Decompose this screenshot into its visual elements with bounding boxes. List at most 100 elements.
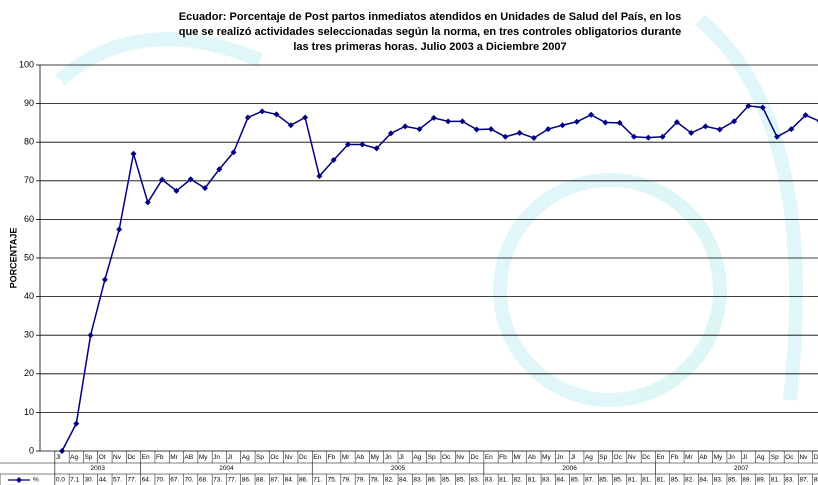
- marker: [788, 126, 795, 133]
- table-value: 84.: [699, 477, 708, 484]
- x-tick-label: Jl: [399, 454, 404, 461]
- table-value: 85.: [456, 477, 465, 484]
- y-tick-label: 0: [29, 445, 34, 455]
- year-label: 2007: [734, 465, 749, 472]
- x-tick-label: My: [542, 454, 551, 461]
- x-tick-label: My: [199, 454, 208, 461]
- table-value: 82.: [385, 477, 394, 484]
- marker: [659, 133, 666, 140]
- marker: [259, 108, 266, 115]
- table-value: 86.: [299, 477, 308, 484]
- x-tick-label: Fb: [156, 454, 164, 461]
- marker: [159, 176, 166, 183]
- marker: [716, 126, 723, 133]
- x-tick-label: Fb: [328, 454, 336, 461]
- marker: [573, 118, 580, 125]
- table-value: 78.: [370, 477, 379, 484]
- marker: [545, 126, 552, 133]
- x-tick-label: Oc: [270, 454, 279, 461]
- marker: [173, 187, 180, 194]
- x-tick-label: My: [714, 454, 723, 461]
- marker: [559, 122, 566, 129]
- x-tick-label: Ag: [413, 454, 421, 461]
- marker: [602, 119, 609, 126]
- x-tick-label: En: [656, 454, 664, 461]
- marker: [373, 145, 380, 152]
- chart-title: las tres primeras horas. Julio 2003 a Di…: [293, 41, 566, 53]
- marker: [488, 126, 494, 133]
- marker: [774, 133, 780, 140]
- marker: [202, 185, 208, 192]
- table-value: 75.: [328, 477, 337, 484]
- y-tick-label: 80: [24, 137, 34, 147]
- table-value: 81.: [656, 477, 665, 484]
- marker: [688, 129, 695, 136]
- chart-title: Ecuador: Porcentaje de Post partos inmed…: [179, 11, 681, 23]
- marker: [673, 119, 680, 126]
- marker: [802, 112, 809, 119]
- table-value: 85.: [442, 477, 451, 484]
- table-value: 79.: [356, 477, 365, 484]
- legend-label: %: [33, 477, 39, 484]
- x-tick-label: Sp: [599, 454, 607, 461]
- table-value: 84.: [556, 477, 565, 484]
- watermark: [55, 14, 803, 407]
- table-value: 86.: [242, 477, 251, 484]
- table-value: 87.: [270, 477, 279, 484]
- marker: [631, 133, 637, 140]
- x-tick-label: En: [142, 454, 150, 461]
- x-tick-label: Nv: [628, 454, 637, 461]
- table-value: 81.: [771, 477, 780, 484]
- table-value: 83.: [714, 477, 723, 484]
- table-value: 84.: [285, 477, 294, 484]
- x-tick-label: Fb: [671, 454, 679, 461]
- line: [61, 105, 818, 452]
- table-value: 85.: [814, 477, 818, 484]
- legend-marker: [16, 477, 22, 483]
- table-value: 57.: [113, 477, 122, 484]
- y-tick-label: 100: [19, 59, 34, 69]
- x-tick-label: Fb: [499, 454, 507, 461]
- marker: [459, 118, 466, 125]
- x-tick-label: Sp: [256, 454, 264, 461]
- x-tick-label: Jn: [728, 454, 735, 461]
- x-tick-label: Sp: [428, 454, 436, 461]
- x-tick-label: Ag: [585, 454, 593, 461]
- table-value: 44.: [99, 477, 108, 484]
- table-value: 81.: [528, 477, 537, 484]
- y-tick-label: 10: [24, 407, 34, 417]
- year-label: 2005: [391, 465, 406, 472]
- marker: [287, 122, 294, 129]
- y-tick-label: 70: [24, 175, 34, 185]
- x-tick-label: Nv: [285, 454, 294, 461]
- x-tick-label: Jl: [56, 454, 61, 461]
- table-value: 87.: [585, 477, 594, 484]
- x-tick-label: Nv: [799, 454, 808, 461]
- x-tick-label: En: [313, 454, 321, 461]
- x-tick-label: Ab: [528, 454, 536, 461]
- y-tick-label: 90: [24, 98, 34, 108]
- marker: [59, 448, 65, 454]
- x-tick-label: Jn: [385, 454, 392, 461]
- y-tick-label: 20: [24, 368, 34, 378]
- table-value: 84.: [399, 477, 408, 484]
- x-tick-label: Ag: [70, 454, 78, 461]
- x-tick-label: Sp: [84, 454, 92, 461]
- x-tick-label: Ag: [242, 454, 250, 461]
- table-value: 73.: [213, 477, 222, 484]
- x-tick-label: Jn: [556, 454, 563, 461]
- table-value: 82.: [513, 477, 522, 484]
- x-tick-label: Mr: [685, 454, 693, 461]
- marker: [345, 141, 351, 148]
- x-tick-label: Dc: [642, 454, 651, 461]
- marker: [702, 123, 709, 130]
- table-value: 85.: [671, 477, 680, 484]
- y-axis-title: PORCENTAJE: [8, 228, 18, 289]
- x-tick-label: Oc: [442, 454, 451, 461]
- table-value: 86.: [428, 477, 437, 484]
- y-tick-label: 40: [24, 291, 34, 301]
- marker: [144, 199, 151, 206]
- table-value: 82.: [685, 477, 694, 484]
- x-tick-label: Nv: [456, 454, 465, 461]
